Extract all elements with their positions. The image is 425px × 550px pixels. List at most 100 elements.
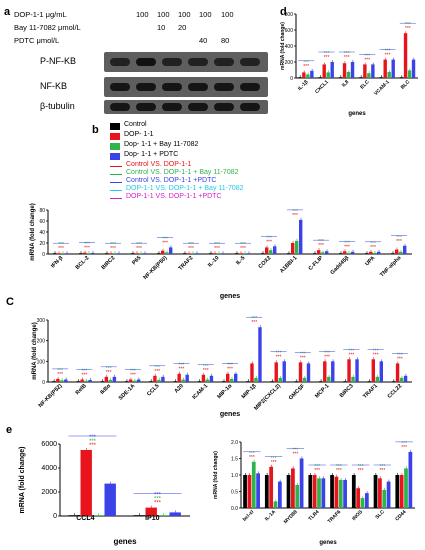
legend-label: DOP-1-1 VS. DOP-1-1 +PDTC — [126, 193, 222, 200]
y-axis-label: mRNA (fold change) — [32, 322, 38, 379]
bar — [403, 33, 408, 78]
bar — [79, 253, 83, 254]
bar — [173, 381, 177, 382]
significance-stars: *** — [271, 456, 277, 462]
significance-stars: *** — [179, 363, 185, 369]
blot-band — [136, 58, 156, 66]
bar — [399, 475, 404, 508]
bar — [403, 375, 408, 382]
blot-band — [240, 103, 260, 111]
bar — [83, 252, 87, 254]
bar — [113, 253, 117, 254]
bar — [360, 498, 365, 508]
significance-stars: *** — [318, 243, 324, 249]
bar — [88, 379, 92, 382]
y-tick-label: 300 — [37, 318, 46, 324]
legend-label: Dop- 1-1 + Bay 11-7082 — [124, 141, 199, 148]
significance-stars: *** — [300, 351, 306, 357]
bar — [373, 475, 378, 508]
significance-stars: *** — [81, 369, 87, 375]
blot-band — [188, 83, 208, 91]
treatment-label: Bay 11-7082 μmol/L — [14, 23, 81, 32]
x-axis-label: genes — [220, 411, 240, 418]
bar — [321, 252, 325, 254]
y-tick-label: 40 — [39, 230, 45, 236]
significance-stars: *** — [154, 369, 160, 375]
bar — [153, 375, 157, 382]
bar — [243, 475, 247, 508]
bar — [295, 484, 300, 508]
significance-stars: *** — [292, 448, 298, 454]
significance-stars: *** — [57, 372, 63, 378]
bar — [209, 253, 213, 254]
significance-stars: *** — [110, 242, 116, 248]
bar — [274, 362, 278, 382]
bar — [306, 74, 310, 78]
y-tick-label: 60 — [39, 219, 45, 225]
blot-band — [162, 103, 182, 111]
bar — [325, 251, 329, 254]
x-tick-label: A1BBI-1 — [279, 255, 298, 274]
bar — [213, 253, 217, 254]
blot-band — [214, 83, 234, 91]
bar — [369, 251, 373, 254]
bar — [222, 381, 226, 382]
significance-stars: *** — [385, 53, 391, 59]
significance-stars: *** — [57, 368, 63, 374]
bar — [338, 479, 343, 508]
significance-stars: *** — [81, 373, 87, 379]
bar — [346, 72, 351, 78]
significance-stars: *** — [162, 236, 168, 242]
bar — [258, 327, 262, 382]
x-tick-label: BIRC3 — [339, 383, 355, 399]
blot-band — [214, 58, 234, 66]
bar — [273, 501, 278, 508]
x-tick-label: VCAM-1 — [373, 79, 391, 97]
panel-label-a: a — [4, 6, 11, 18]
bar — [395, 475, 400, 508]
significance-stars: *** — [154, 497, 162, 503]
significance-stars: *** — [130, 373, 136, 379]
bar — [247, 475, 252, 508]
treatment-dose: 80 — [221, 36, 230, 45]
significance-stars: *** — [154, 493, 162, 499]
legend-label: Dop- 1-1 + PDTC — [124, 151, 179, 158]
bar — [339, 253, 343, 254]
significance-stars: *** — [385, 49, 391, 55]
significance-stars: *** — [136, 246, 142, 252]
legend-swatch — [110, 153, 120, 160]
bar — [294, 381, 299, 382]
y-axis-label: mRNA (fold change) — [30, 203, 36, 260]
bar — [56, 378, 60, 382]
x-tick-label: IL8 — [341, 79, 351, 89]
treatment-label: PDTC μmol/L — [14, 36, 60, 45]
bar — [382, 489, 387, 508]
x-tick-label: TNF-alpha — [379, 255, 403, 279]
y-tick-label: 1.5 — [231, 457, 238, 463]
legend-swatch — [110, 133, 120, 140]
blot-band — [110, 58, 130, 66]
bar — [161, 376, 165, 382]
significance-stars: *** — [336, 464, 342, 470]
bar — [399, 77, 404, 78]
blot-band-strip — [104, 77, 268, 97]
significance-stars: *** — [203, 364, 209, 370]
treatment-dose: 100 — [221, 10, 234, 19]
bar — [261, 253, 265, 254]
y-tick-label: 0 — [42, 252, 45, 258]
bar — [338, 77, 343, 78]
y-tick-label: 2000 — [41, 489, 57, 496]
bar — [84, 380, 88, 382]
bar — [387, 72, 391, 78]
significance-stars: *** — [249, 455, 255, 461]
treatment-dose: 100 — [199, 10, 212, 19]
blot-band — [240, 58, 260, 66]
x-tick-label: A20 — [174, 383, 185, 394]
y-tick-label: 200 — [37, 339, 46, 345]
legend-label: Control VS. DOP-1-1 + Bay 11-7082 — [126, 169, 239, 176]
significance-stars: *** — [401, 441, 407, 447]
panel-label-d: d — [280, 6, 287, 18]
significance-stars: *** — [276, 354, 282, 360]
bar — [343, 251, 347, 254]
